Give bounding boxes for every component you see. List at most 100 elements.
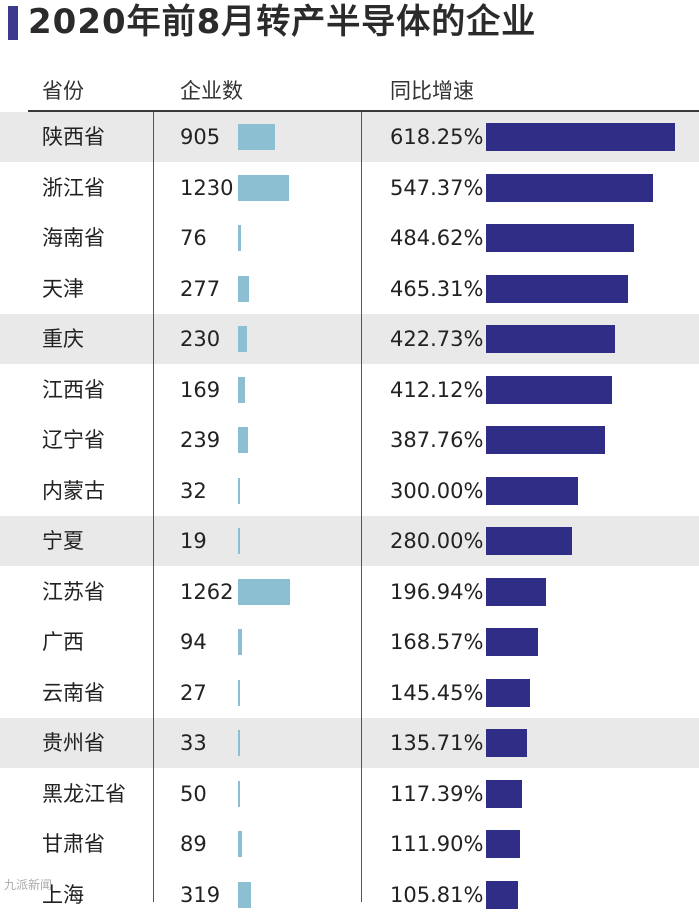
growth-value: 280.00% (390, 529, 484, 553)
count-value: 239 (180, 428, 221, 452)
count-value: 27 (180, 680, 207, 705)
province-label: 重庆 (42, 327, 84, 351)
count-value: 277 (180, 276, 221, 301)
table-header: 省份 企业数 同比增速 (0, 70, 699, 110)
table-row: 甘肃省 89 111.90% (0, 819, 699, 869)
header-divider (28, 110, 699, 112)
count-bar (238, 124, 276, 150)
count-bar (238, 225, 242, 251)
growth-value: 145.45% (390, 680, 484, 705)
growth-value: 300.00% (390, 478, 484, 503)
province-label: 广西 (42, 630, 84, 654)
count-value: 1230 (180, 175, 234, 200)
province-label: 贵州省 (42, 731, 105, 755)
growth-bar (486, 224, 635, 252)
growth-bar (486, 426, 605, 454)
count-bar (238, 326, 248, 352)
table-row: 海南省 76 484.62% (0, 213, 699, 263)
province-label: 内蒙古 (42, 478, 105, 503)
table-row: 天津 277 465.31% (0, 264, 699, 314)
count-bar (238, 174, 289, 201)
growth-bar (486, 779, 522, 808)
province-label: 陕西省 (42, 125, 105, 149)
count-bar (238, 477, 240, 504)
growth-bar (486, 476, 578, 505)
data-table: 陕西省 905 618.25% 浙江省 1230 547.37% 海南省 76 484.62% 天… (0, 112, 699, 909)
header-province: 省份 (42, 79, 84, 103)
province-label: 黑龙江省 (42, 781, 126, 806)
count-value: 905 (180, 125, 221, 149)
province-label: 辽宁省 (42, 428, 105, 452)
growth-value: 117.39% (390, 781, 484, 806)
province-label: 云南省 (42, 680, 105, 705)
table-row: 江苏省 1262 196.94% (0, 567, 699, 617)
growth-bar (486, 628, 538, 656)
table-row: 浙江省 1230 547.37% (0, 163, 699, 213)
count-bar (238, 831, 242, 857)
count-value: 33 (180, 731, 207, 755)
count-value: 94 (180, 630, 207, 654)
province-label: 宁夏 (42, 529, 84, 553)
count-value: 19 (180, 529, 207, 553)
growth-value: 111.90% (390, 832, 484, 856)
table-row: 贵州省 33 135.71% (0, 718, 699, 768)
table-row: 云南省 27 145.45% (0, 668, 699, 718)
header-growth: 同比增速 (390, 79, 474, 103)
table-row: 陕西省 905 618.25% (0, 112, 699, 162)
province-label: 海南省 (42, 226, 105, 250)
watermark: 九派新闻 (4, 878, 53, 892)
growth-value: 618.25% (390, 125, 484, 149)
growth-bar (486, 729, 528, 757)
growth-value: 105.81% (390, 882, 484, 907)
growth-value: 547.37% (390, 175, 484, 200)
growth-value: 465.31% (390, 276, 484, 301)
growth-bar (486, 325, 616, 353)
growth-value: 135.71% (390, 731, 484, 755)
count-bar (238, 881, 252, 908)
growth-bar (486, 880, 519, 909)
count-value: 1262 (180, 579, 234, 604)
table-row: 内蒙古 32 300.00% (0, 466, 699, 516)
growth-value: 412.12% (390, 377, 484, 402)
count-value: 76 (180, 226, 207, 250)
table-row: 宁夏 19 280.00% (0, 516, 699, 566)
count-value: 319 (180, 882, 221, 907)
growth-value: 387.76% (390, 428, 484, 452)
table-row: 黑龙江省 50 117.39% (0, 769, 699, 819)
count-bar (238, 528, 240, 554)
title-accent (8, 6, 18, 40)
table-row: 广西 94 168.57% (0, 617, 699, 667)
growth-value: 484.62% (390, 226, 484, 250)
province-label: 甘肃省 (42, 832, 105, 856)
count-bar (238, 376, 245, 403)
growth-bar (486, 527, 572, 555)
growth-value: 422.73% (390, 327, 484, 351)
table-row: 上海 319 105.81% (0, 870, 699, 920)
province-label: 天津 (42, 276, 84, 301)
count-bar (238, 275, 250, 302)
province-label: 江苏省 (42, 579, 105, 604)
count-bar (238, 629, 242, 655)
chart-title: 2020年前8月转产半导体的企业 (28, 2, 537, 42)
count-bar (238, 730, 240, 756)
count-value: 32 (180, 478, 207, 503)
column-divider-2 (361, 112, 362, 902)
growth-bar (486, 577, 547, 606)
count-value: 89 (180, 832, 207, 856)
province-label: 江西省 (42, 377, 105, 402)
growth-bar (486, 375, 612, 404)
column-divider-1 (153, 112, 154, 902)
header-count: 企业数 (180, 79, 243, 103)
province-label: 浙江省 (42, 175, 105, 200)
count-value: 50 (180, 781, 207, 806)
title-bar: 2020年前8月转产半导体的企业 (0, 0, 699, 46)
growth-bar (486, 173, 654, 202)
count-bar (238, 578, 290, 605)
growth-value: 168.57% (390, 630, 484, 654)
growth-bar (486, 274, 629, 303)
growth-value: 196.94% (390, 579, 484, 604)
growth-bar (486, 830, 521, 858)
table-row: 重庆 230 422.73% (0, 314, 699, 364)
count-value: 230 (180, 327, 221, 351)
count-value: 169 (180, 377, 221, 402)
